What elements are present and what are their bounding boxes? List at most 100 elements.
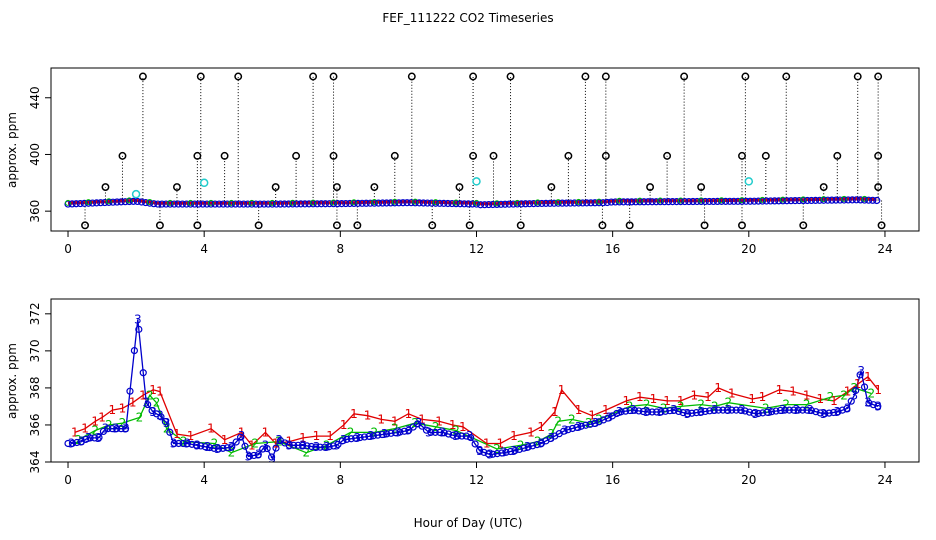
top-blue-point — [342, 199, 350, 208]
top-green-point — [146, 198, 153, 205]
top-green-point — [514, 199, 521, 206]
top-blue-point — [681, 197, 689, 206]
bottom-blue-point — [347, 435, 355, 443]
bottom-blue-point — [245, 452, 254, 460]
top-blue-point — [607, 198, 615, 206]
top-blue-point — [705, 197, 713, 206]
series-1-point: 1 — [71, 425, 79, 439]
low-spike-marker — [172, 183, 181, 192]
series-1-point: 1 — [650, 392, 658, 406]
top-cyan-point — [472, 177, 481, 186]
top-blue-point — [673, 198, 681, 206]
top-blue-point — [252, 200, 260, 208]
bottom-blue-point — [436, 428, 444, 436]
top-blue-point — [505, 200, 513, 208]
bottom-blue-point — [856, 371, 864, 379]
top-blue-point — [383, 199, 391, 207]
series-1-point: 1 — [728, 386, 736, 400]
series-2-point: 2 — [626, 399, 634, 413]
top-blue-point — [199, 200, 207, 208]
top-x-tick-label: 12 — [469, 242, 484, 256]
bottom-blue-point — [613, 409, 621, 418]
top-marker-points — [81, 72, 886, 230]
bottom-blue-point — [591, 419, 599, 427]
series-3-point: 3 — [214, 442, 222, 456]
top-blue-point — [476, 201, 485, 209]
series-3-point: 3 — [228, 440, 236, 454]
series-1-point: 1 — [98, 411, 106, 425]
top-blue-point — [807, 196, 816, 205]
top-blue-point — [493, 200, 501, 209]
bottom-blue-point — [816, 409, 824, 417]
top-blue-point — [599, 199, 607, 207]
mid-spike-marker — [220, 151, 229, 160]
bottom-y-axis: 364 366 368 370 372 — [28, 302, 51, 473]
top-blue-point — [713, 197, 722, 205]
top-blue-point — [709, 197, 718, 206]
series-1-point: 1 — [418, 412, 426, 426]
bottom-blue-point — [865, 399, 873, 407]
top-green-point — [350, 199, 357, 206]
low-spike-marker — [646, 183, 655, 192]
bottom-blue-point — [206, 443, 214, 452]
bottom-x-tick-label: 8 — [337, 473, 345, 487]
top-blue-point — [264, 200, 272, 208]
top-blue-point — [513, 200, 521, 208]
series-3-point: 3 — [275, 433, 283, 447]
top-blue-point — [227, 200, 236, 208]
top-blue-point — [378, 199, 387, 207]
series-1-point: 1 — [483, 436, 491, 450]
top-blue-point — [668, 198, 677, 206]
top-blue-point — [137, 198, 146, 206]
top-blue-point — [301, 200, 309, 208]
top-blue-point — [260, 200, 268, 208]
series-3-point: 3 — [857, 364, 865, 378]
bottom-blue-point — [475, 446, 484, 454]
series-1-point: 1 — [622, 394, 630, 408]
bottom-blue-point — [573, 423, 581, 431]
top-green-point — [228, 199, 235, 206]
series-3-point: 3 — [874, 399, 882, 413]
bottom-blue-point — [90, 434, 99, 442]
top-cyan-point — [744, 177, 754, 186]
bottom-blue-point — [329, 442, 338, 450]
top-blue-point — [305, 200, 313, 208]
top-blue-point — [297, 200, 305, 208]
series-3-point: 3 — [548, 431, 556, 445]
bottom-blue-point — [144, 400, 152, 409]
mid-spike-marker — [738, 151, 746, 160]
top-blue-point — [697, 197, 705, 206]
series-1-point: 1 — [816, 392, 824, 406]
series-2-point: 2 — [711, 399, 719, 413]
top-blue-point — [272, 200, 280, 208]
top-blue-point — [448, 199, 456, 208]
top-blue-point — [158, 200, 166, 208]
top-blue-point — [162, 200, 170, 208]
top-blue-point — [717, 197, 726, 205]
bottom-blue-point — [852, 386, 860, 395]
top-blue-point — [68, 200, 76, 208]
series-2-point: 2 — [163, 422, 171, 436]
bottom-blue-point — [343, 435, 351, 443]
series-3-point: 3 — [592, 416, 600, 430]
top-blue-point — [289, 200, 297, 208]
top-blue-point — [464, 200, 472, 208]
bottom-x-tick-label: 0 — [64, 473, 72, 487]
top-blue-point — [338, 200, 346, 208]
bottom-blue-point — [453, 432, 462, 440]
top-blue-point — [387, 199, 395, 207]
low-outlier-marker — [738, 221, 746, 230]
bottom-blue-point — [529, 442, 537, 450]
top-blue-point — [848, 196, 856, 204]
top-blue-point — [321, 200, 329, 208]
mid-spike-marker — [489, 151, 498, 160]
low-outlier-marker — [428, 221, 437, 230]
bottom-blue-point — [506, 447, 515, 456]
bottom-blue-point — [652, 408, 661, 416]
top-blue-point — [771, 197, 779, 205]
bottom-blue-point — [524, 443, 532, 451]
top-blue-point — [444, 199, 452, 208]
series-1-point: 1 — [340, 418, 348, 432]
bottom-blue-point — [197, 442, 205, 450]
low-outlier-marker — [799, 221, 808, 230]
